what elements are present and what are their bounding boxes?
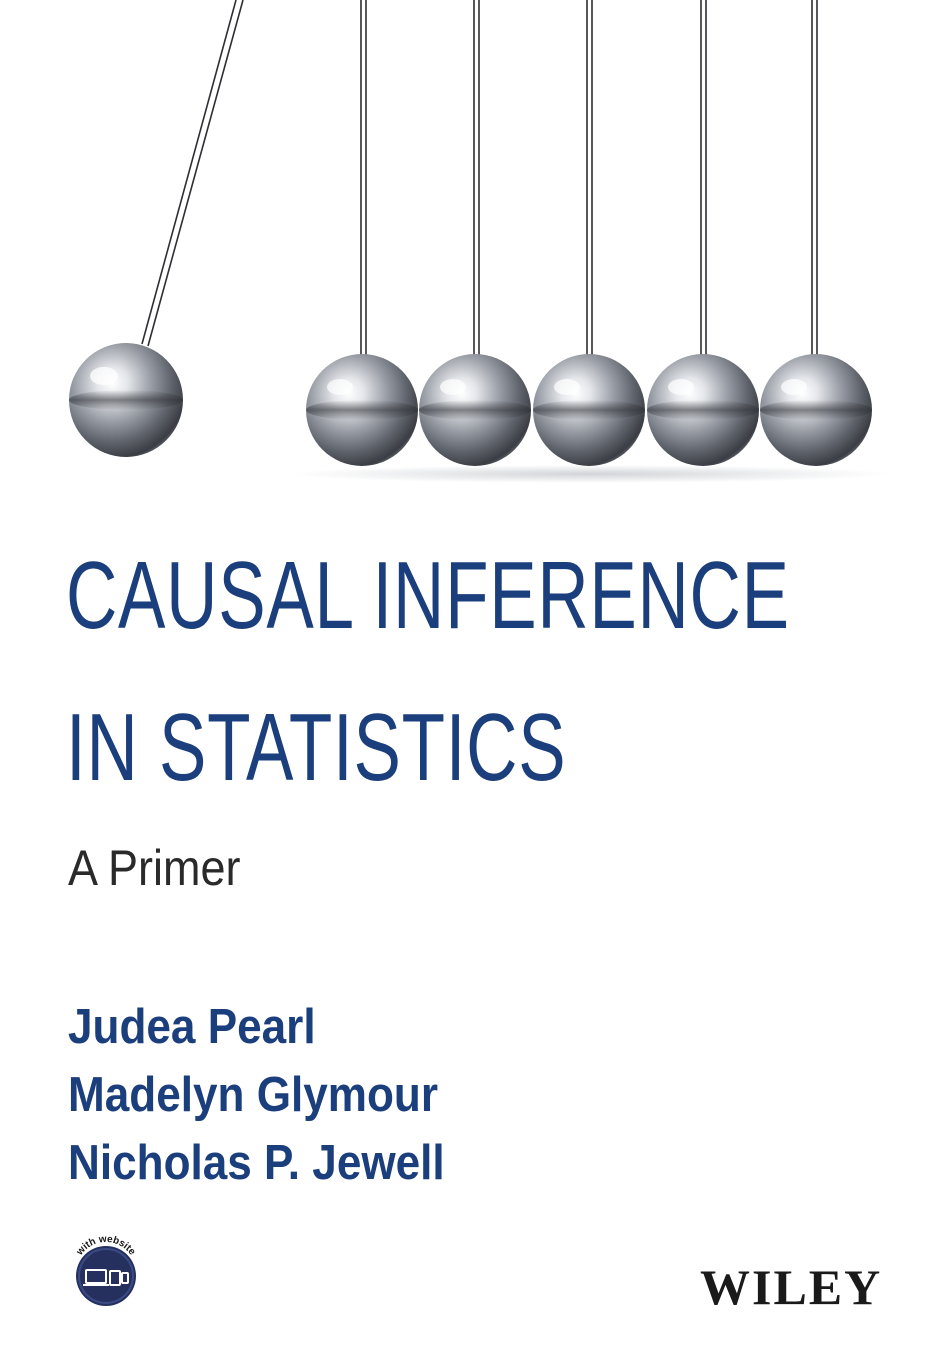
pendulum-ball-swinging <box>69 343 183 457</box>
author-list: Judea Pearl Madelyn Glymour Nicholas P. … <box>68 1003 487 1207</box>
book-subtitle: A Primer <box>68 840 241 896</box>
author-name: Madelyn Glymour <box>68 1068 439 1122</box>
devices-icon <box>83 1269 129 1286</box>
book-title-line-1: CAUSAL INFERENCE <box>66 542 790 649</box>
pendulum-ball-row <box>306 354 872 466</box>
author-name: Nicholas P. Jewell <box>68 1136 445 1190</box>
with-website-badge: with website <box>74 1234 138 1306</box>
author-name: Judea Pearl <box>68 1000 316 1054</box>
newtons-cradle-illustration <box>69 0 890 483</box>
publisher-logo: WILEY <box>700 1259 883 1315</box>
book-title-line-2: IN STATISTICS <box>66 694 567 801</box>
